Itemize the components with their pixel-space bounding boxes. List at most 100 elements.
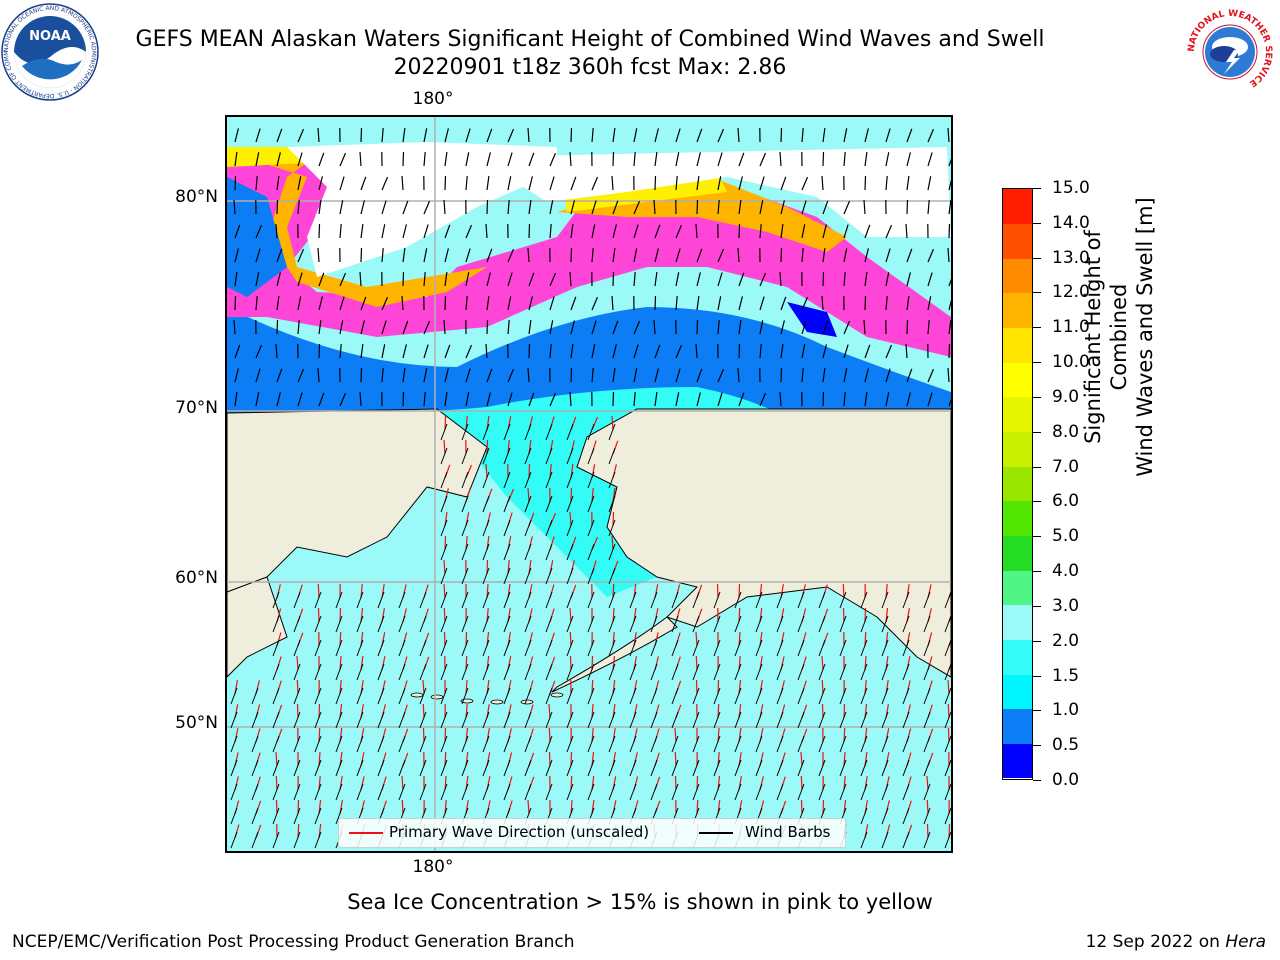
wave-direction-arrow bbox=[611, 175, 614, 191]
wave-direction-arrow bbox=[675, 248, 681, 263]
wind-barb bbox=[566, 759, 574, 777]
wave-direction-arrow bbox=[948, 343, 951, 359]
wave-direction-arrow bbox=[360, 296, 367, 311]
wave-direction-arrow bbox=[780, 224, 784, 239]
wind-barb bbox=[923, 639, 931, 657]
wave-direction-arrow bbox=[948, 200, 951, 215]
wave-direction-arrow bbox=[528, 152, 535, 167]
wind-barb bbox=[650, 663, 658, 681]
wind-barb bbox=[482, 567, 490, 585]
wave-direction-arrow bbox=[947, 247, 950, 263]
wave-direction-arrow bbox=[822, 344, 827, 359]
lat-label-80: 80°N bbox=[175, 187, 218, 207]
colorbar-segment bbox=[1003, 743, 1032, 779]
colorbar-segment bbox=[1003, 292, 1032, 329]
wave-direction-arrow bbox=[801, 344, 806, 359]
wave-direction-arrow bbox=[570, 367, 573, 383]
wind-barb bbox=[314, 591, 322, 609]
wave-direction-arrow bbox=[234, 344, 241, 359]
wind-barb bbox=[818, 687, 826, 705]
wave-direction-arrow bbox=[926, 799, 929, 815]
wave-direction-arrow bbox=[465, 296, 468, 311]
wind-barb bbox=[608, 663, 616, 681]
wave-direction-arrow bbox=[570, 200, 575, 215]
wave-direction-arrow bbox=[695, 343, 698, 359]
wave-direction-arrow bbox=[779, 271, 782, 287]
wave-direction-arrow bbox=[443, 439, 446, 455]
wind-barb bbox=[335, 807, 343, 825]
wave-direction-arrow bbox=[591, 344, 596, 359]
wave-direction-arrow bbox=[296, 655, 299, 671]
wind-barb bbox=[881, 807, 889, 825]
wave-direction-arrow bbox=[738, 583, 741, 599]
wind-barb bbox=[335, 711, 343, 729]
wind-barb bbox=[944, 759, 951, 777]
wind-barb bbox=[251, 759, 259, 777]
wind-barb bbox=[461, 423, 469, 441]
wave-direction-arrow bbox=[444, 727, 447, 743]
wind-barb bbox=[524, 519, 532, 537]
wave-direction-arrow bbox=[297, 272, 303, 287]
wind-barb bbox=[629, 591, 637, 609]
wave-direction-arrow bbox=[485, 223, 488, 239]
wind-barb bbox=[356, 783, 364, 801]
wind-barb bbox=[503, 495, 511, 513]
wave-direction-arrow bbox=[947, 727, 950, 743]
wave-direction-arrow bbox=[549, 176, 555, 191]
wind-barb bbox=[650, 711, 658, 729]
wave-direction-arrow bbox=[297, 200, 300, 215]
wave-direction-arrow bbox=[654, 368, 659, 383]
wave-direction-arrow bbox=[864, 272, 868, 287]
wind-barb bbox=[923, 687, 931, 705]
colorbar-tick bbox=[1033, 640, 1041, 642]
wave-direction-arrow bbox=[633, 152, 636, 167]
wave-direction-arrow bbox=[465, 152, 470, 167]
wave-direction-arrow bbox=[612, 200, 619, 215]
wind-barb bbox=[713, 783, 721, 801]
wind-barb bbox=[272, 615, 280, 633]
wave-direction-arrow bbox=[927, 248, 935, 263]
wave-direction-arrow bbox=[276, 319, 279, 335]
wave-direction-arrow bbox=[234, 224, 241, 239]
wind-barb bbox=[797, 663, 805, 681]
colorbar-tick-label: 9.0 bbox=[1052, 386, 1080, 407]
wind-barb bbox=[671, 759, 679, 777]
wind-barb bbox=[440, 759, 448, 777]
wind-barb bbox=[818, 783, 826, 801]
title-line-1: GEFS MEAN Alaskan Waters Significant Hei… bbox=[135, 27, 1045, 52]
wave-direction-arrow bbox=[843, 344, 849, 359]
wind-barb bbox=[419, 711, 427, 729]
wind-barb bbox=[608, 735, 616, 753]
wind-barb bbox=[461, 567, 469, 585]
wave-direction-arrow bbox=[255, 368, 261, 383]
wind-barb bbox=[629, 783, 637, 801]
wave-direction-arrow bbox=[695, 631, 698, 647]
wave-direction-arrow bbox=[339, 392, 347, 407]
wave-direction-arrow bbox=[864, 344, 871, 359]
wave-direction-arrow bbox=[339, 320, 344, 335]
wind-barb bbox=[776, 639, 784, 657]
wind-barb bbox=[293, 807, 301, 825]
wave-direction-arrow bbox=[821, 655, 824, 671]
lon-label-top: 180° bbox=[412, 89, 454, 109]
wave-direction-arrow bbox=[318, 392, 325, 407]
wave-direction-arrow bbox=[759, 152, 767, 167]
wave-direction-arrow bbox=[591, 320, 597, 335]
wind-barb bbox=[440, 783, 448, 801]
wind-barb bbox=[524, 735, 532, 753]
wind-barb bbox=[776, 783, 784, 801]
footer-host: Hera bbox=[1225, 932, 1266, 952]
wave-direction-arrow bbox=[885, 272, 890, 287]
wind-barb bbox=[461, 639, 469, 657]
wind-barb bbox=[566, 711, 574, 729]
wind-barb bbox=[524, 615, 532, 633]
wave-direction-arrow bbox=[843, 703, 846, 719]
wave-direction-arrow bbox=[906, 176, 910, 191]
wave-direction-arrow bbox=[549, 392, 557, 407]
wave-direction-arrow bbox=[738, 223, 741, 239]
wind-barb bbox=[251, 831, 259, 849]
wind-barb bbox=[524, 663, 532, 681]
wind-barb bbox=[944, 615, 951, 633]
wave-direction-arrow bbox=[297, 368, 305, 383]
wave-direction-arrow bbox=[927, 368, 935, 383]
